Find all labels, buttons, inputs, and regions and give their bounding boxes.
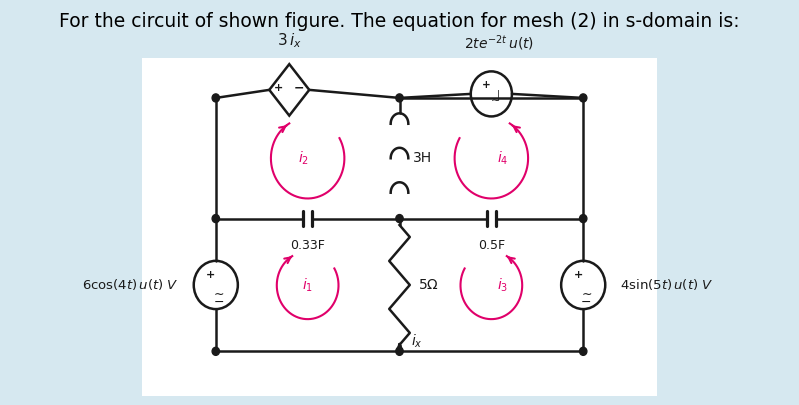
Circle shape	[396, 215, 403, 223]
Text: $\mathsf{\sim}$: $\mathsf{\sim}$	[488, 95, 500, 105]
Text: $i_2$: $i_2$	[299, 149, 309, 167]
Text: +: +	[206, 270, 215, 280]
Circle shape	[396, 347, 403, 355]
Circle shape	[212, 215, 220, 223]
Circle shape	[579, 94, 587, 102]
Text: $\sim$: $\sim$	[578, 286, 592, 300]
Circle shape	[579, 347, 587, 355]
Text: $6\cos(4t)\,u(t)$ V: $6\cos(4t)\,u(t)$ V	[82, 277, 179, 292]
Text: 0.5F: 0.5F	[478, 239, 505, 252]
Text: 0.33F: 0.33F	[290, 239, 325, 252]
Text: $3\,i_x$: $3\,i_x$	[277, 31, 302, 50]
Text: $i_x$: $i_x$	[411, 333, 422, 350]
Text: $i_4$: $i_4$	[497, 149, 508, 167]
Text: +: +	[574, 270, 582, 280]
Text: |: |	[496, 90, 499, 100]
Text: $i_1$: $i_1$	[302, 277, 313, 294]
Circle shape	[396, 94, 403, 102]
Text: 3H: 3H	[413, 151, 431, 165]
Circle shape	[212, 347, 220, 355]
Text: −: −	[293, 82, 304, 95]
Text: −: −	[213, 296, 224, 309]
Circle shape	[579, 215, 587, 223]
Text: +: +	[482, 80, 491, 90]
Text: For the circuit of shown figure. The equation for mesh (2) in s-domain is:: For the circuit of shown figure. The equ…	[59, 12, 740, 31]
Text: +: +	[273, 83, 283, 93]
FancyBboxPatch shape	[142, 58, 657, 396]
Circle shape	[212, 94, 220, 102]
Text: $2te^{-2t}\,u(t)$: $2te^{-2t}\,u(t)$	[463, 34, 534, 53]
Text: $\sim$: $\sim$	[211, 286, 225, 300]
Text: −: −	[581, 296, 591, 309]
Text: $i_3$: $i_3$	[497, 277, 508, 294]
Text: $4\sin(5t)\,u(t)$ V: $4\sin(5t)\,u(t)$ V	[620, 277, 714, 292]
Text: $5\Omega$: $5\Omega$	[418, 278, 439, 292]
